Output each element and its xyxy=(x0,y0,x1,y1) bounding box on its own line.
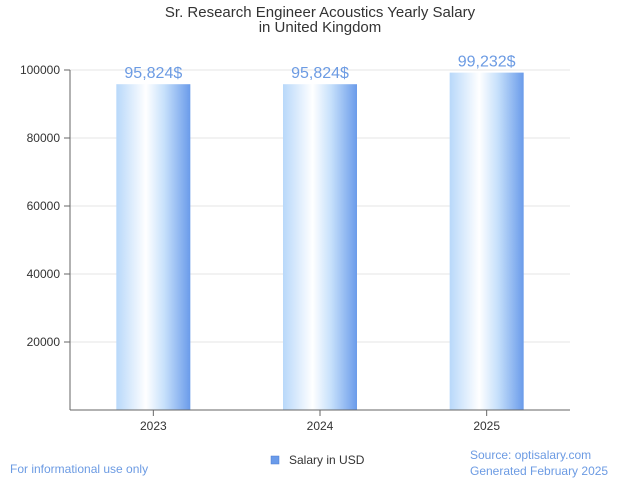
data-label: 95,824$ xyxy=(124,65,182,82)
y-tick-label: 100000 xyxy=(20,63,60,77)
y-tick-label: 60000 xyxy=(27,199,61,213)
x-tick-label: 2024 xyxy=(307,419,334,433)
chart-title-line-1: Sr. Research Engineer Acoustics Yearly S… xyxy=(165,4,476,21)
y-tick-label: 80000 xyxy=(27,131,61,145)
legend: Salary in USD xyxy=(270,453,365,467)
legend-swatch xyxy=(270,455,280,465)
y-tick-label: 40000 xyxy=(27,267,61,281)
x-tick-label: 2023 xyxy=(140,419,167,433)
data-label: 99,232$ xyxy=(458,54,516,71)
y-tick-label: 20000 xyxy=(27,335,61,349)
axes: 20000 40000 60000 80000 100000 2023 2024 2025 xyxy=(20,63,570,433)
bar xyxy=(449,72,524,410)
bar xyxy=(116,84,191,411)
source-block: Source: optisalary.com Generated Februar… xyxy=(470,447,608,479)
legend-label: Salary in USD xyxy=(289,453,365,467)
generated-text: Generated February 2025 xyxy=(470,464,609,478)
data-label: 95,824$ xyxy=(291,65,349,82)
bar xyxy=(283,84,357,411)
source-text: Source: optisalary.com xyxy=(470,448,592,462)
bars: 95,824$ 95,824$ 99,232$ xyxy=(116,54,524,411)
disclaimer-text: For informational use only xyxy=(10,462,149,476)
chart-title-line-2: in United Kingdom xyxy=(259,19,382,36)
x-tick-label: 2025 xyxy=(473,419,500,433)
